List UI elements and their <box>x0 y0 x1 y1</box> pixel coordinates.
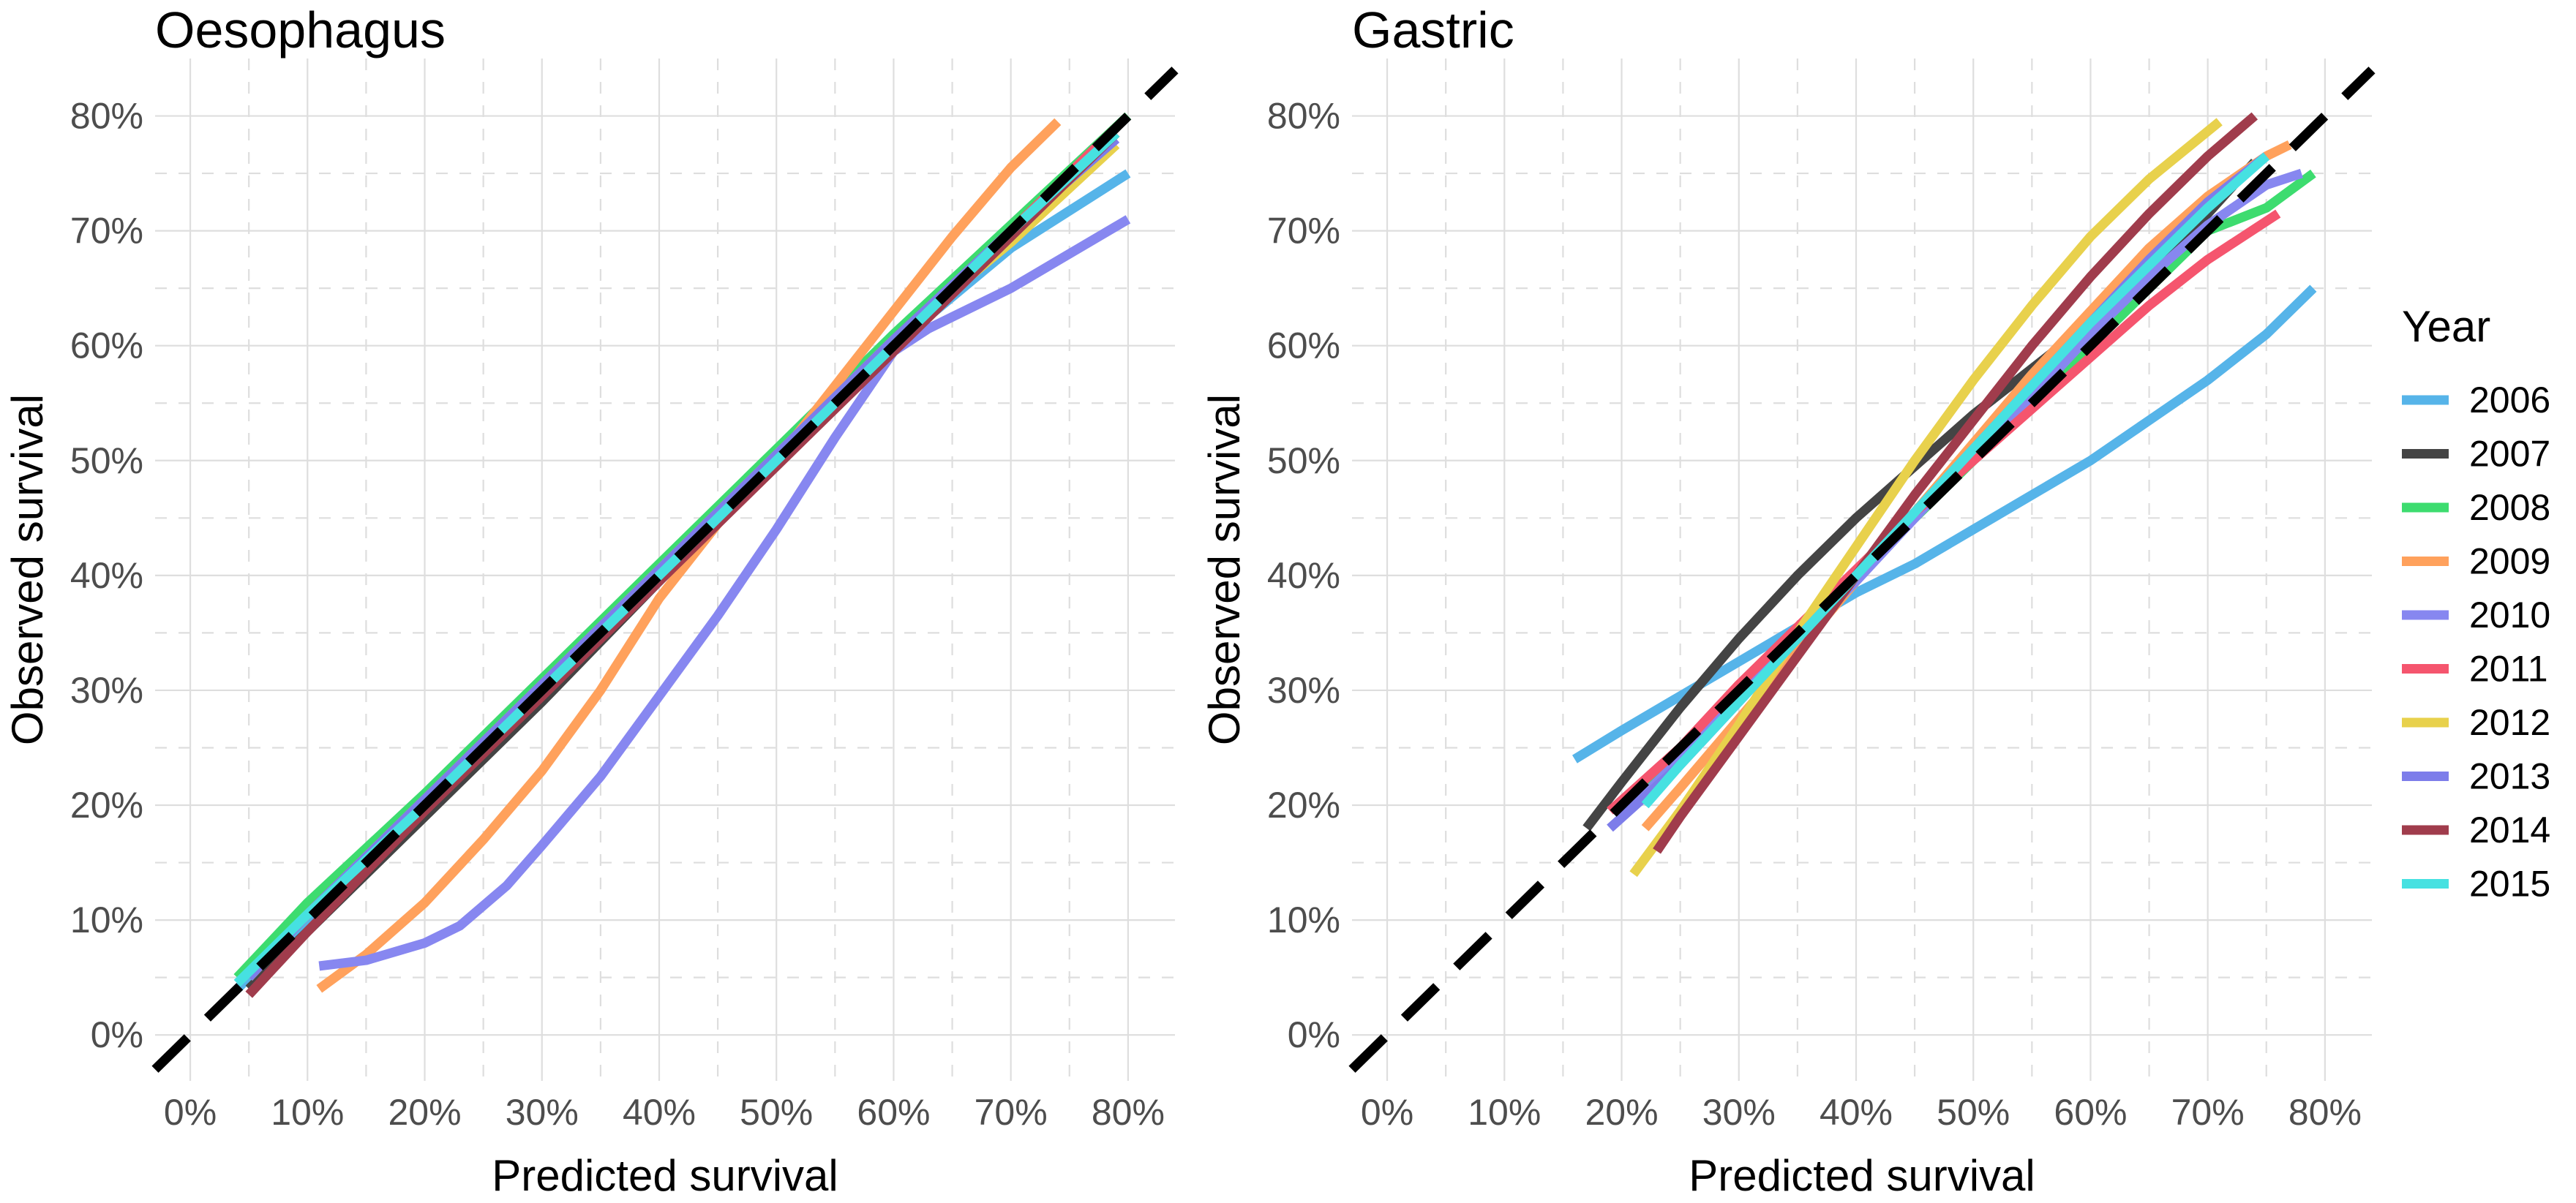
x-tick-label: 50% <box>1937 1092 2010 1133</box>
x-tick-label: 80% <box>1092 1092 1165 1133</box>
x-axis-title: Predicted survival <box>1689 1151 2035 1200</box>
chart-title: Gastric <box>1352 1 1514 59</box>
y-tick-label: 80% <box>1267 96 1340 137</box>
y-tick-label: 30% <box>1267 670 1340 711</box>
x-tick-label: 70% <box>2171 1092 2245 1133</box>
series-line-2009 <box>316 118 1062 993</box>
chart-title: Oesophagus <box>155 1 446 59</box>
y-tick-label: 50% <box>1267 440 1340 481</box>
legend: Year 2006 2007 2008 2009 2010 2011 2012 2013 201… <box>2402 302 2550 905</box>
legend-label-2015: 2015 <box>2469 864 2550 905</box>
y-tick-label: 20% <box>1267 785 1340 826</box>
x-tick-label: 10% <box>271 1092 344 1133</box>
x-tick-label: 60% <box>2054 1092 2127 1133</box>
x-tick-label: 0% <box>1361 1092 1413 1133</box>
series-line-2006 <box>1572 284 2317 763</box>
legend-label-2007: 2007 <box>2469 434 2550 475</box>
series-line-2010 <box>318 215 1131 971</box>
x-tick-label: 30% <box>1702 1092 1776 1133</box>
y-tick-label: 60% <box>70 325 143 366</box>
legend-label-2014: 2014 <box>2469 810 2550 851</box>
x-tick-label: 40% <box>623 1092 696 1133</box>
y-tick-label: 30% <box>70 670 143 711</box>
x-tick-label: 10% <box>1468 1092 1541 1133</box>
y-tick-label: 0% <box>1288 1014 1340 1055</box>
reference-line <box>1348 67 2376 1073</box>
y-tick-label: 40% <box>1267 555 1340 596</box>
legend-label-2006: 2006 <box>2469 380 2550 421</box>
x-tick-label: 70% <box>975 1092 1048 1133</box>
x-axis-title: Predicted survival <box>492 1151 838 1200</box>
y-tick-label: 10% <box>1267 900 1340 940</box>
series-line-2012 <box>1629 118 2223 878</box>
x-tick-label: 20% <box>1585 1092 1658 1133</box>
legend-label-2010: 2010 <box>2469 595 2550 636</box>
legend-label-2013: 2013 <box>2469 756 2550 797</box>
series-line-2015 <box>233 129 1120 987</box>
y-tick-label: 0% <box>91 1014 143 1055</box>
y-tick-label: 50% <box>70 440 143 481</box>
y-tick-label: 20% <box>70 785 143 826</box>
x-tick-label: 20% <box>388 1092 461 1133</box>
legend-title: Year <box>2402 302 2490 351</box>
series-line-2011 <box>1607 209 2281 815</box>
legend-label-2009: 2009 <box>2469 541 2550 582</box>
panel-gastric: 0% 10% 20% 30% 40% 50% 60% 70% 80% 0% 10% 20% 30% 40%… <box>1200 1 2376 1200</box>
y-tick-label: 70% <box>70 211 143 252</box>
y-axis-title: Observed survival <box>1200 394 1249 745</box>
reference-line <box>151 67 1179 1073</box>
y-tick-label: 80% <box>70 96 143 137</box>
y-tick-label: 10% <box>70 900 143 940</box>
series-line-2014 <box>1653 112 2258 854</box>
legend-label-2011: 2011 <box>2469 649 2548 690</box>
x-tick-label: 80% <box>2288 1092 2362 1133</box>
y-tick-label: 70% <box>1267 211 1340 252</box>
y-tick-label: 40% <box>70 555 143 596</box>
y-tick-label: 60% <box>1267 325 1340 366</box>
y-axis-title: Observed survival <box>3 394 52 745</box>
panel-oesophagus: 0% 10% 20% 30% 40% 50% 60% 70% 80% 0% 10% 20% 30% 40%… <box>3 1 1179 1200</box>
series-line-2015 <box>1641 152 2270 809</box>
legend-label-2008: 2008 <box>2469 487 2550 528</box>
x-tick-label: 50% <box>740 1092 813 1133</box>
legend-label-2012: 2012 <box>2469 702 2550 743</box>
x-tick-label: 40% <box>1820 1092 1893 1133</box>
x-tick-label: 60% <box>857 1092 930 1133</box>
x-tick-label: 30% <box>506 1092 579 1133</box>
x-tick-label: 0% <box>164 1092 217 1133</box>
